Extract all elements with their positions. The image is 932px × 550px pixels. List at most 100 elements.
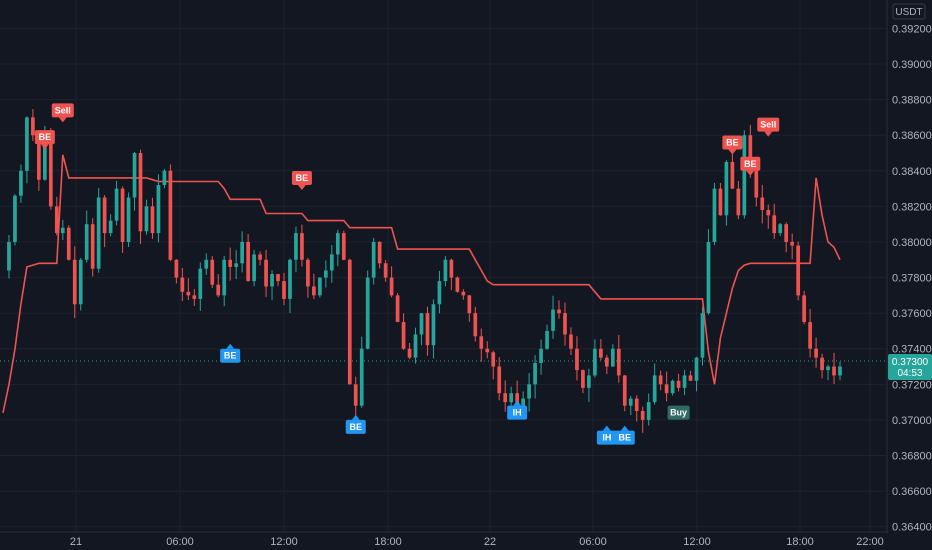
time-tick-label: 22 bbox=[484, 536, 496, 548]
candle-body bbox=[264, 259, 268, 287]
candle-body bbox=[258, 254, 262, 260]
candle-body bbox=[102, 197, 107, 234]
candle-body bbox=[204, 259, 209, 269]
candle-body bbox=[784, 224, 789, 242]
price-tick-label: 0.38200 bbox=[892, 201, 932, 213]
candle-body bbox=[688, 375, 693, 381]
price-axis[interactable]: 0.39200 0.39000 0.38800 0.38600 0.38400 0.382… bbox=[886, 0, 932, 534]
candle-body bbox=[323, 270, 328, 278]
candle-body bbox=[551, 309, 555, 331]
signal-tag-pointer bbox=[297, 185, 306, 191]
candle-body bbox=[377, 241, 382, 264]
candle-body bbox=[473, 313, 478, 337]
candle-body bbox=[736, 188, 741, 216]
candle-body bbox=[796, 245, 801, 296]
candle-body bbox=[347, 259, 352, 385]
candle-body bbox=[497, 366, 502, 394]
candle-body bbox=[31, 117, 35, 136]
candle-body bbox=[132, 153, 137, 198]
signal-tag-box bbox=[722, 135, 743, 150]
time-tick-label: 18:00 bbox=[374, 536, 402, 548]
candle-body bbox=[778, 224, 783, 234]
candle-body bbox=[820, 357, 824, 371]
signal-be-tag: BE bbox=[34, 130, 55, 150]
signal-tag-box bbox=[757, 117, 780, 132]
candle-body bbox=[234, 263, 239, 267]
candle-body bbox=[144, 206, 149, 232]
candle-body bbox=[676, 380, 681, 388]
candle-body bbox=[461, 291, 466, 296]
signal-tag-label: BE bbox=[744, 159, 757, 169]
candle-body bbox=[294, 233, 298, 260]
signal-ih-tag: IH bbox=[596, 425, 617, 445]
candle-body bbox=[120, 188, 125, 242]
candle-body bbox=[413, 334, 418, 358]
candle-body bbox=[491, 352, 496, 367]
signal-tag-box bbox=[596, 430, 617, 445]
candle-body bbox=[156, 185, 161, 234]
candle-body bbox=[84, 224, 89, 260]
price-tick-label: 0.37800 bbox=[892, 273, 932, 285]
signal-tag-pointer bbox=[513, 400, 522, 406]
signal-be-tag: BE bbox=[291, 171, 312, 191]
signal-tag-pointer bbox=[746, 170, 755, 176]
candle-body bbox=[443, 259, 448, 282]
candle-body bbox=[383, 263, 388, 278]
candle-body bbox=[790, 241, 795, 246]
signal-tag-box bbox=[34, 130, 55, 145]
candle-body bbox=[401, 322, 406, 349]
candle-body bbox=[634, 398, 639, 412]
candle-body bbox=[593, 348, 597, 376]
candle-body bbox=[724, 161, 729, 216]
candle-body bbox=[682, 375, 687, 388]
candle-body bbox=[712, 188, 717, 242]
price-tick-label: 0.39000 bbox=[892, 59, 932, 71]
price-tick-label: 0.37600 bbox=[892, 308, 932, 320]
candle-body bbox=[168, 170, 173, 260]
signal-tag-label: Sell bbox=[55, 105, 71, 115]
candle-body bbox=[108, 220, 113, 234]
candle-body bbox=[7, 241, 11, 271]
candle-body bbox=[395, 295, 400, 323]
signal-tag-pointer bbox=[728, 149, 737, 155]
signal-tag-label: Sell bbox=[760, 120, 776, 130]
candle-body bbox=[754, 170, 759, 198]
candle-body bbox=[479, 336, 484, 349]
candle-body bbox=[449, 259, 454, 278]
time-tick-label: 06:00 bbox=[166, 536, 194, 548]
candle-body bbox=[533, 362, 537, 385]
candle-body bbox=[300, 233, 304, 260]
price-tick-label: 0.38800 bbox=[892, 95, 932, 107]
candle-body bbox=[610, 348, 615, 367]
signal-be-tag: BE bbox=[220, 343, 241, 363]
candle-body bbox=[658, 375, 663, 385]
time-axis[interactable]: 21 06:00 12:00 18:00 22 06:00 12:00 18:00 22:00 bbox=[0, 531, 888, 548]
time-tick-label: 18:00 bbox=[786, 536, 814, 548]
candle-body bbox=[832, 366, 836, 376]
time-tick-label: 22:00 bbox=[856, 536, 884, 548]
signal-tag-label: Buy bbox=[670, 408, 687, 418]
candle-body bbox=[730, 161, 735, 189]
candle-body bbox=[521, 398, 525, 406]
candle-body bbox=[341, 233, 346, 260]
signal-sell-tag: Sell bbox=[51, 103, 74, 123]
candle-body bbox=[78, 259, 83, 305]
currency-badge[interactable]: USDT bbox=[892, 3, 926, 20]
candle-body bbox=[54, 206, 59, 234]
candle-body bbox=[628, 398, 633, 406]
bar-countdown: 04:53 bbox=[897, 368, 922, 379]
signal-tag-box bbox=[667, 405, 690, 420]
candle-body bbox=[66, 227, 71, 260]
candle-body bbox=[563, 313, 567, 335]
candle-body bbox=[604, 357, 609, 367]
price-tick-label: 0.38000 bbox=[892, 237, 932, 249]
candle-body bbox=[288, 259, 292, 299]
candle-body bbox=[353, 384, 358, 406]
price-tick-label: 0.36400 bbox=[892, 522, 932, 534]
candle-body bbox=[126, 197, 131, 242]
candle-body bbox=[706, 241, 711, 314]
signal-tag-pointer bbox=[764, 131, 773, 137]
candle-body bbox=[808, 322, 812, 349]
